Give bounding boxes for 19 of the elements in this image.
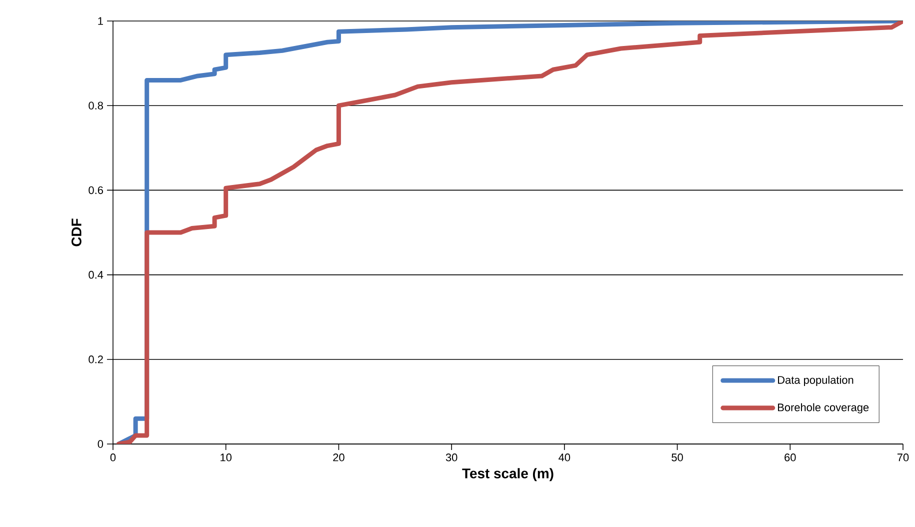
y-axis-title: CDF — [72, 218, 82, 246]
y-tick-label: 0.4 — [88, 270, 104, 279]
x-tick-label: 30 — [446, 454, 458, 462]
y-tick-label: 0.6 — [88, 186, 103, 194]
y-tick-label: 0.2 — [88, 356, 103, 364]
y-tick-label: 1 — [98, 17, 103, 25]
x-tick-label: 10 — [220, 454, 232, 462]
x-tick-label: 0 — [110, 454, 116, 462]
legend-label: Data population — [778, 376, 854, 386]
x-tick-label: 50 — [672, 454, 683, 462]
x-tick-label: 60 — [784, 454, 796, 462]
legend-label: Borehole coverage — [778, 403, 869, 414]
x-tick-label: 20 — [333, 454, 344, 462]
y-tick-label: 0.8 — [88, 102, 103, 110]
y-tick-label: 0 — [98, 440, 104, 448]
line-series — [116, 20, 904, 444]
x-axis-title: Test scale (m) — [462, 468, 554, 482]
x-tick-label: 40 — [558, 454, 570, 462]
x-tick-label: 70 — [897, 454, 909, 462]
